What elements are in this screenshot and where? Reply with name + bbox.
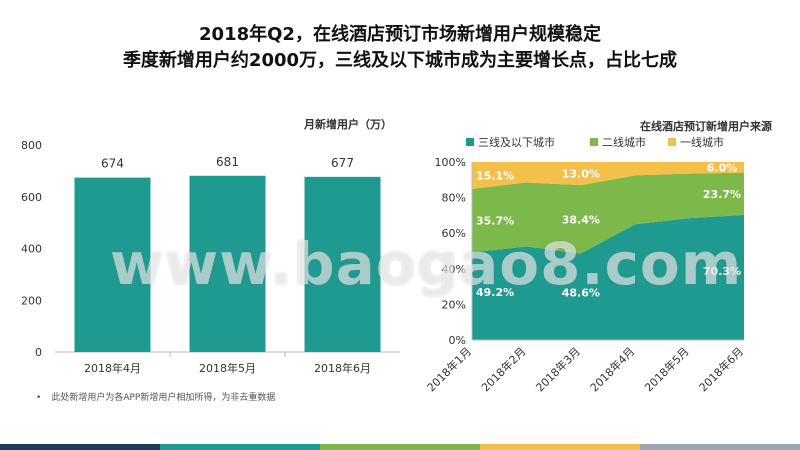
footer-segment: [160, 444, 320, 450]
legend-label: 三线及以下城市: [478, 135, 555, 149]
bar: [74, 177, 151, 352]
bar-data-label: 681: [216, 155, 239, 169]
page-title-line-2: 季度新增用户约2000万，三线及以下城市成为主要增长点，占比七成: [122, 50, 678, 71]
legend-label: 二线城市: [602, 135, 646, 149]
area-data-label: 6.0%: [707, 161, 738, 174]
bar-y-tick-label: 800: [21, 139, 42, 152]
area-y-tick-label: 40%: [442, 263, 466, 276]
area-data-label: 23.7%: [703, 188, 741, 201]
area-data-label: 35.7%: [476, 215, 514, 228]
area-y-tick-label: 20%: [442, 298, 466, 311]
area-x-tick-label: 2018年1月: [424, 344, 474, 394]
footnote-bullet: •: [36, 393, 42, 403]
footer-color-bar: [0, 444, 800, 450]
legend-label: 一线城市: [680, 135, 724, 149]
area-x-tick-label: 2018年3月: [533, 344, 583, 394]
bar-y-tick-label: 0: [35, 346, 42, 359]
area-series: [472, 214, 744, 340]
area-y-tick-label: 100%: [435, 156, 466, 169]
footer-segment: [480, 444, 640, 450]
bar-data-label: 674: [101, 157, 124, 171]
footer-segment: [320, 444, 480, 450]
bar-x-tick-label: 2018年6月: [314, 361, 371, 375]
bar-data-label: 677: [331, 156, 354, 170]
area-series: [472, 162, 744, 189]
footer-segment: [0, 444, 160, 450]
bar-y-tick-label: 600: [21, 191, 42, 204]
bar-y-tick-label: 400: [21, 243, 42, 256]
area-data-label: 48.6%: [562, 286, 600, 299]
footnote: • 此处新增用户为各APP新增用户相加所得，为非去重数据: [36, 390, 275, 403]
legend-swatch: [590, 138, 598, 146]
bar-x-tick-label: 2018年5月: [199, 361, 256, 375]
bar-x-tick-label: 2018年4月: [84, 361, 141, 375]
area-x-tick-label: 2018年2月: [478, 344, 528, 394]
bar-chart-title: 月新增用户（万）: [303, 117, 392, 131]
area-data-label: 49.2%: [476, 286, 514, 299]
legend-swatch: [668, 138, 676, 146]
legend-swatch: [466, 138, 474, 146]
bar: [304, 176, 381, 352]
area-x-tick-label: 2018年6月: [696, 344, 746, 394]
area-y-tick-label: 60%: [442, 227, 466, 240]
area-y-tick-label: 0%: [449, 334, 466, 347]
bar-y-tick-label: 200: [21, 294, 42, 307]
area-data-label: 70.3%: [703, 265, 741, 278]
area-data-label: 13.0%: [562, 168, 600, 181]
area-x-tick-label: 2018年4月: [587, 344, 637, 394]
page-title-line-1: 2018年Q2，在线酒店预订市场新增用户规模稳定: [199, 24, 601, 45]
area-series: [472, 172, 744, 254]
area-x-tick-label: 2018年5月: [642, 344, 692, 394]
area-y-tick-label: 80%: [442, 192, 466, 205]
area-chart-title: 在线酒店预订新增用户来源: [640, 119, 772, 133]
footnote-text: 此处新增用户为各APP新增用户相加所得，为非去重数据: [51, 393, 276, 403]
bar: [189, 175, 266, 352]
footer-segment: [640, 444, 800, 450]
area-data-label: 15.1%: [476, 169, 514, 182]
area-data-label: 38.4%: [562, 213, 600, 226]
